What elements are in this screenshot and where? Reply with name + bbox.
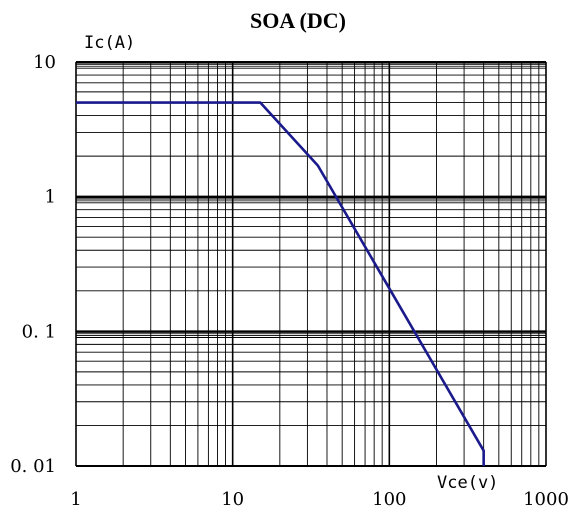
series-line-0 xyxy=(76,101,485,466)
y-tick-label: 1 xyxy=(45,187,56,208)
series-layer xyxy=(76,101,485,466)
x-tick-label: 10 xyxy=(221,489,244,510)
chart-title: SOA (DC) xyxy=(250,8,346,33)
y-axis-label: Ic(A) xyxy=(84,33,135,53)
y-tick-label: 0. 01 xyxy=(10,456,56,477)
grid xyxy=(75,61,547,467)
y-tick-label: 10 xyxy=(33,52,56,73)
x-tick-label: 100 xyxy=(372,489,406,510)
text-layer: SOA (DC) Ic(A) Vce(v) 1 10 100 1000 10 1 0. 1 0… xyxy=(10,8,569,510)
x-axis-label: Vce(v) xyxy=(437,473,498,493)
x-tick-label: 1 xyxy=(70,489,81,510)
y-tick-label: 0. 1 xyxy=(22,321,56,342)
x-tick-label: 1000 xyxy=(523,489,569,510)
